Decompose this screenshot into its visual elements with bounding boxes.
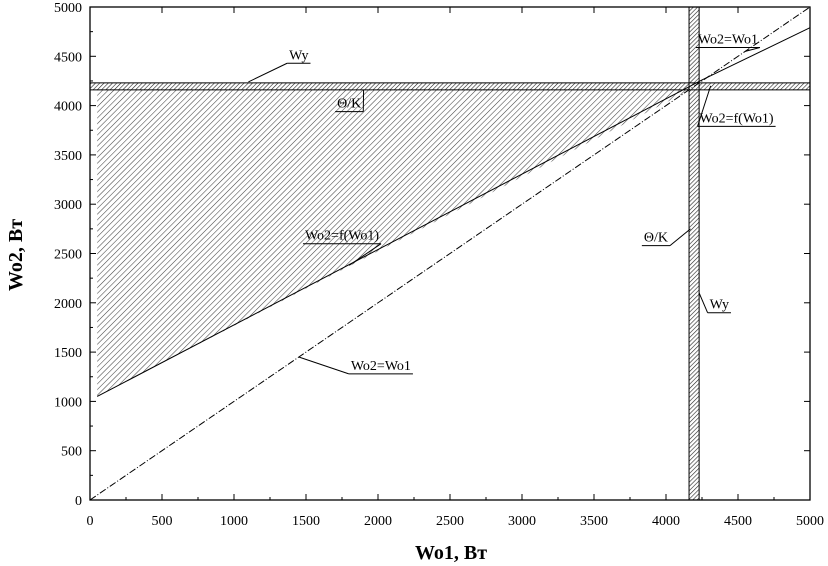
annotation-leader [697, 85, 712, 127]
y-tick-label: 2000 [54, 297, 82, 312]
y-tick-label: 5000 [54, 1, 82, 16]
x-axis-title: Wo1, Вт [415, 542, 487, 564]
annotation-label: Wo2=Wo1 [698, 32, 758, 47]
series-line-f [96, 27, 811, 397]
annotation-label: Wy [289, 48, 308, 63]
y-tick-label: 3000 [54, 198, 82, 213]
annotation-label: Wo2=f(Wo1) [700, 111, 774, 126]
x-tick-label: 2500 [436, 514, 464, 529]
y-tick-label: 0 [75, 494, 82, 509]
y-tick-label: 1000 [54, 395, 82, 410]
annotation-label: Θ/K [337, 97, 361, 112]
x-tick-label: 3000 [508, 514, 536, 529]
horizontal-band [90, 82, 810, 90]
x-tick-label: 5000 [796, 514, 824, 529]
x-tick-label: 500 [152, 514, 173, 529]
x-tick-label: 1000 [220, 514, 248, 529]
x-tick-label: 0 [87, 514, 94, 529]
annotations-layer: Wy Θ/K Wo2=f(Wo1) Wo2=Wo1 Wo2=Wo1 Wo2=f(Wo1) Θ… [248, 32, 776, 375]
y-axis-title: Wo2, Вт [5, 219, 27, 291]
shaded-region [97, 82, 691, 397]
annotation-leader [298, 356, 349, 375]
annotation-label: Θ/K [644, 231, 668, 246]
series-lines-layer [89, 6, 811, 501]
y-tick-label: 4000 [54, 100, 82, 115]
y-tick-label: 500 [61, 445, 82, 460]
x-tick-label: 4500 [724, 514, 752, 529]
annotation-leader [745, 46, 761, 52]
y-tick-label: 3500 [54, 149, 82, 164]
annotation-leader [669, 228, 691, 247]
threshold-bands-layer [90, 7, 810, 500]
y-tick-label: 1500 [54, 346, 82, 361]
x-tick-label: 2000 [364, 514, 392, 529]
annotation-label: Wo2=Wo1 [351, 359, 411, 374]
annotation-leader [348, 243, 382, 266]
annotation-label: Wy [710, 298, 729, 313]
vertical-band [689, 7, 700, 500]
annotation-label: Wo2=f(Wo1) [305, 229, 379, 244]
y-tick-label: 4500 [54, 50, 82, 65]
x-tick-label: 4000 [652, 514, 680, 529]
annotation-leader [698, 292, 709, 313]
annotation-leader [248, 62, 288, 83]
series-line-equal [89, 6, 811, 501]
y-tick-label: 2500 [54, 248, 82, 263]
shaded-region-layer [97, 82, 691, 397]
x-tick-label: 3500 [580, 514, 608, 529]
axes-layer: 0 500 1000 1500 2000 2500 3000 3500 4000 4500 5000… [54, 1, 824, 529]
x-tick-label: 1500 [292, 514, 320, 529]
